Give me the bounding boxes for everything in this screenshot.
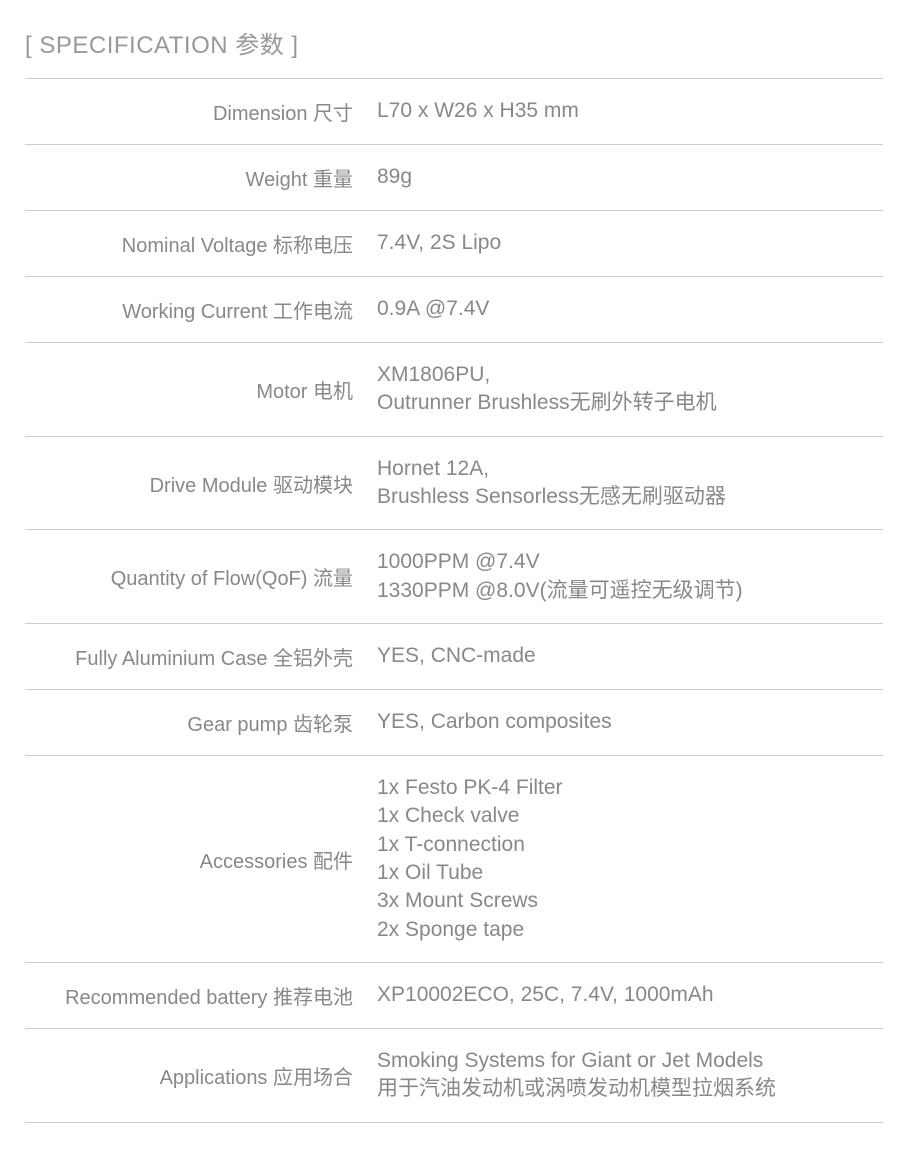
spec-label: Working Current 工作电流 bbox=[25, 277, 365, 343]
value-line: XP10002ECO, 25C, 7.4V, 1000mAh bbox=[377, 981, 871, 1009]
spec-label: Fully Aluminium Case 全铝外壳 bbox=[25, 624, 365, 690]
value-line: Outrunner Brushless无刷外转子电机 bbox=[377, 389, 871, 417]
value-line: 0.9A @7.4V bbox=[377, 295, 871, 323]
table-row: Quantity of Flow(QoF) 流量1000PPM @7.4V133… bbox=[25, 530, 883, 624]
spec-label: Applications 应用场合 bbox=[25, 1029, 365, 1123]
value-line: 3x Mount Screws bbox=[377, 887, 871, 915]
spec-value: YES, CNC-made bbox=[365, 624, 883, 690]
spec-value: Smoking Systems for Giant or Jet Models用… bbox=[365, 1029, 883, 1123]
table-row: Nominal Voltage 标称电压 7.4V, 2S Lipo bbox=[25, 211, 883, 277]
value-line: YES, Carbon composites bbox=[377, 708, 871, 736]
value-line: XM1806PU, bbox=[377, 361, 871, 389]
value-line: 7.4V, 2S Lipo bbox=[377, 229, 871, 257]
spec-value: 89g bbox=[365, 145, 883, 211]
table-row: Working Current 工作电流 0.9A @7.4V bbox=[25, 277, 883, 343]
table-row: Recommended battery 推荐电池 XP10002ECO, 25C,… bbox=[25, 963, 883, 1029]
table-row: Dimension 尺寸 L70 x W26 x H35 mm bbox=[25, 79, 883, 145]
value-line: 1x Festo PK-4 Filter bbox=[377, 774, 871, 802]
page-title: [ SPECIFICATION 参数 ] bbox=[25, 25, 883, 60]
spec-value: 7.4V, 2S Lipo bbox=[365, 211, 883, 277]
value-line: 1x T-connection bbox=[377, 831, 871, 859]
spec-value: 0.9A @7.4V bbox=[365, 277, 883, 343]
spec-label: Recommended battery 推荐电池 bbox=[25, 963, 365, 1029]
spec-value: YES, Carbon composites bbox=[365, 690, 883, 756]
table-row: Applications 应用场合Smoking Systems for Gia… bbox=[25, 1029, 883, 1123]
value-line: 1330PPM @8.0V(流量可遥控无级调节) bbox=[377, 577, 871, 605]
spec-value: XP10002ECO, 25C, 7.4V, 1000mAh bbox=[365, 963, 883, 1029]
table-row: Motor 电机XM1806PU,Outrunner Brushless无刷外转… bbox=[25, 343, 883, 437]
spec-label: Dimension 尺寸 bbox=[25, 79, 365, 145]
spec-label: Accessories 配件 bbox=[25, 756, 365, 963]
table-row: Drive Module 驱动模块Hornet 12A,Brushless Se… bbox=[25, 436, 883, 530]
value-line: 1x Check valve bbox=[377, 802, 871, 830]
value-line: 1x Oil Tube bbox=[377, 859, 871, 887]
spec-label: Gear pump 齿轮泵 bbox=[25, 690, 365, 756]
value-line: 2x Sponge tape bbox=[377, 916, 871, 944]
value-line: 89g bbox=[377, 163, 871, 191]
spec-value: Hornet 12A,Brushless Sensorless无感无刷驱动器 bbox=[365, 436, 883, 530]
spec-label: Nominal Voltage 标称电压 bbox=[25, 211, 365, 277]
spec-value: L70 x W26 x H35 mm bbox=[365, 79, 883, 145]
spec-label: Drive Module 驱动模块 bbox=[25, 436, 365, 530]
table-row: Accessories 配件1x Festo PK-4 Filter1x Che… bbox=[25, 756, 883, 963]
value-line: Brushless Sensorless无感无刷驱动器 bbox=[377, 483, 871, 511]
value-line: 1000PPM @7.4V bbox=[377, 548, 871, 576]
value-line: Smoking Systems for Giant or Jet Models bbox=[377, 1047, 871, 1075]
spec-label: Motor 电机 bbox=[25, 343, 365, 437]
value-line: YES, CNC-made bbox=[377, 642, 871, 670]
value-line: L70 x W26 x H35 mm bbox=[377, 97, 871, 125]
table-row: Fully Aluminium Case 全铝外壳 YES, CNC-made bbox=[25, 624, 883, 690]
spec-value: 1000PPM @7.4V1330PPM @8.0V(流量可遥控无级调节) bbox=[365, 530, 883, 624]
table-body: Dimension 尺寸 L70 x W26 x H35 mm Weight 重量 8… bbox=[25, 79, 883, 1123]
value-line: Hornet 12A, bbox=[377, 455, 871, 483]
spec-label: Quantity of Flow(QoF) 流量 bbox=[25, 530, 365, 624]
spec-value: XM1806PU,Outrunner Brushless无刷外转子电机 bbox=[365, 343, 883, 437]
specification-table: Dimension 尺寸 L70 x W26 x H35 mm Weight 重量 8… bbox=[25, 78, 883, 1123]
table-row: Gear pump 齿轮泵 YES, Carbon composites bbox=[25, 690, 883, 756]
spec-value: 1x Festo PK-4 Filter1x Check valve1x T-c… bbox=[365, 756, 883, 963]
value-line: 用于汽油发动机或涡喷发动机模型拉烟系统 bbox=[377, 1075, 871, 1103]
spec-label: Weight 重量 bbox=[25, 145, 365, 211]
table-row: Weight 重量 89g bbox=[25, 145, 883, 211]
